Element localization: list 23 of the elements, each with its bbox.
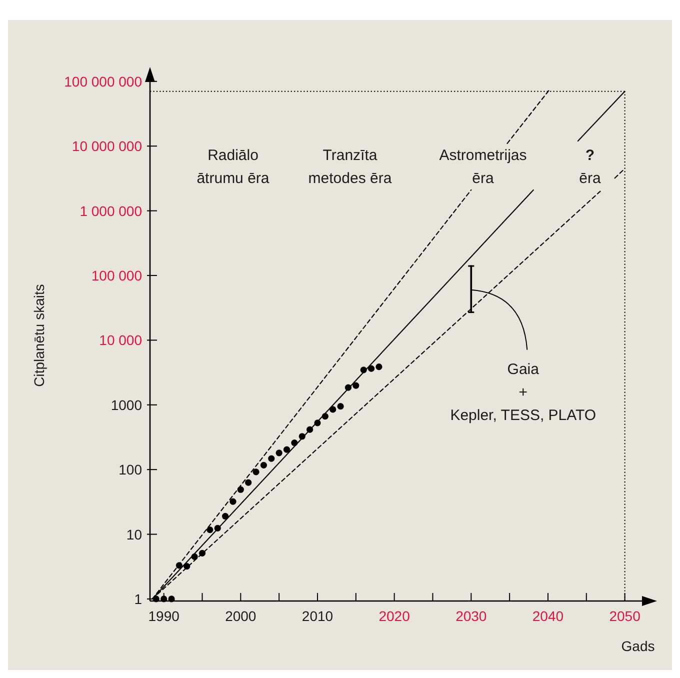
x-tick-label: 1990 [148, 608, 180, 624]
y-tick-label: 10 000 000 [72, 138, 142, 154]
y-tick-label: 1 000 000 [80, 202, 142, 219]
y-tick-label: 100 000 [91, 267, 142, 284]
annotation: Tranzīta metodes ēra [308, 147, 392, 187]
x-tick-label: 2040 [532, 608, 564, 624]
y-tick-label: 1000 [110, 396, 142, 413]
annotation: ? ēra [579, 147, 602, 187]
annotation: Gaia + Kepler, TESS, PLATO [450, 360, 596, 424]
y-tick-label: 10 000 [99, 332, 142, 348]
annotation: Radiālo ātrumu ēra [196, 147, 270, 187]
y-axis-title: Citplanētu skaits [31, 284, 47, 387]
y-tick-label: 100 000 000 [64, 73, 142, 90]
x-tick-label: 2050 [609, 608, 641, 624]
x-tick-label: 2010 [302, 608, 334, 624]
x-tick-label: 2020 [378, 608, 410, 624]
y-tick-label: 100 [118, 462, 142, 478]
x-tick-label: 2030 [456, 608, 487, 624]
y-tick-label: 1 [134, 590, 142, 607]
annotation: Astrometrijas ēra [439, 147, 527, 187]
x-axis-title: Gads [621, 638, 655, 654]
y-tick-label: 10 [126, 526, 142, 542]
x-tick-label: 2000 [225, 608, 256, 624]
